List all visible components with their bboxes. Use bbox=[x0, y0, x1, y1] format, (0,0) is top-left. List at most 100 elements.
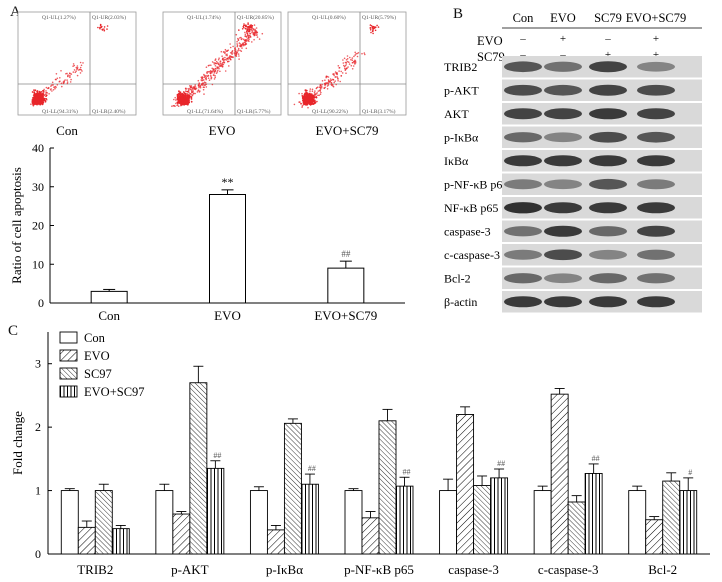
y-tick-label: 20 bbox=[32, 219, 44, 233]
flow-point bbox=[351, 59, 354, 61]
flow-point bbox=[236, 44, 239, 47]
flow-point bbox=[202, 88, 205, 91]
flow-point bbox=[247, 36, 250, 38]
treatment-row-label: EVO bbox=[477, 34, 503, 48]
flow-point bbox=[313, 102, 316, 104]
blot-row: β-actin bbox=[444, 291, 702, 313]
flow-point bbox=[330, 83, 333, 86]
flow-point bbox=[173, 98, 175, 101]
flow-point bbox=[106, 25, 109, 27]
blot-column-label: Con bbox=[513, 11, 535, 25]
flow-point bbox=[201, 82, 203, 85]
flow-point bbox=[176, 104, 179, 106]
flow-point bbox=[72, 65, 74, 67]
flow-point bbox=[245, 35, 248, 38]
flow-point bbox=[306, 102, 309, 104]
flow-point bbox=[99, 26, 102, 29]
flow-point bbox=[76, 65, 79, 67]
flow-point bbox=[171, 105, 173, 107]
blot-band bbox=[544, 61, 582, 72]
flow-point bbox=[249, 36, 252, 38]
flow-point bbox=[225, 50, 228, 52]
flow-point bbox=[340, 75, 343, 77]
y-axis-label: Ratio of cell apoptosis bbox=[9, 167, 24, 284]
bar bbox=[473, 485, 492, 555]
bar bbox=[439, 490, 458, 555]
flow-point bbox=[194, 88, 196, 90]
flow-point bbox=[60, 70, 62, 72]
y-tick-label: 40 bbox=[32, 141, 44, 155]
quadrant-label-ll: Q1-LL(94.31%) bbox=[42, 108, 78, 115]
flow-point bbox=[354, 60, 357, 62]
flow-point bbox=[63, 80, 65, 82]
flow-point bbox=[243, 24, 245, 27]
flow-point bbox=[69, 81, 72, 83]
flow-point bbox=[188, 99, 191, 102]
significance-mark: ## bbox=[497, 459, 505, 468]
blot-band bbox=[589, 61, 627, 73]
flow-point bbox=[306, 98, 309, 100]
flow-point bbox=[325, 75, 328, 78]
blot-band bbox=[504, 108, 542, 120]
flow-point bbox=[62, 81, 65, 83]
flow-point bbox=[67, 74, 69, 76]
blot-band bbox=[544, 296, 582, 308]
flow-point bbox=[226, 54, 228, 57]
flow-point bbox=[76, 74, 79, 77]
quadrant-label-lr: Q1-LR(5.77%) bbox=[237, 108, 271, 115]
flow-point bbox=[249, 32, 251, 35]
flow-point bbox=[303, 96, 305, 99]
flow-point bbox=[319, 88, 322, 90]
flow-point bbox=[246, 28, 248, 30]
flow-point bbox=[237, 39, 240, 41]
flow-plot-label: Con bbox=[56, 123, 78, 138]
flow-point bbox=[239, 44, 242, 47]
y-axis-label: Fold change bbox=[10, 411, 25, 475]
blot-band bbox=[637, 296, 675, 308]
flow-point bbox=[37, 99, 40, 102]
flow-point bbox=[103, 26, 106, 28]
flow-point bbox=[205, 74, 207, 77]
flow-point bbox=[56, 84, 59, 86]
flow-point bbox=[319, 90, 322, 92]
flow-point bbox=[182, 99, 185, 101]
flow-point bbox=[246, 34, 249, 36]
flow-point bbox=[73, 64, 76, 67]
flow-point bbox=[213, 61, 215, 64]
flow-point bbox=[345, 68, 348, 70]
flow-point bbox=[79, 61, 82, 64]
flow-point bbox=[222, 60, 225, 62]
flow-point bbox=[345, 72, 347, 74]
blot-band bbox=[504, 132, 542, 143]
blot-row-label: c-caspase-3 bbox=[444, 248, 500, 262]
flow-point bbox=[80, 64, 83, 67]
flow-point bbox=[300, 102, 302, 105]
bar bbox=[327, 267, 365, 304]
flow-point bbox=[211, 71, 213, 73]
flow-point bbox=[247, 22, 249, 24]
flow-point bbox=[247, 23, 249, 26]
treatment-sign: – bbox=[519, 49, 526, 61]
flow-point bbox=[178, 97, 181, 100]
flow-point bbox=[307, 96, 309, 99]
flow-point bbox=[32, 105, 35, 107]
flow-point bbox=[315, 100, 317, 103]
flow-point bbox=[47, 86, 50, 89]
flow-point bbox=[190, 85, 193, 87]
flow-point bbox=[217, 62, 219, 64]
flow-point bbox=[339, 80, 342, 83]
flow-point bbox=[229, 58, 232, 60]
flow-point bbox=[97, 26, 99, 29]
treatment-sign: + bbox=[560, 33, 566, 45]
flow-point bbox=[226, 53, 228, 55]
flow-point bbox=[208, 64, 210, 67]
bar bbox=[533, 490, 552, 555]
y-tick-label: 30 bbox=[32, 180, 44, 194]
panel-letter-a: A bbox=[10, 4, 21, 20]
blot-band bbox=[589, 108, 627, 120]
flow-point bbox=[39, 99, 42, 102]
flow-point bbox=[76, 68, 78, 70]
flow-point bbox=[343, 64, 345, 67]
blot-row-label: AKT bbox=[444, 107, 469, 121]
flow-point bbox=[61, 85, 63, 88]
